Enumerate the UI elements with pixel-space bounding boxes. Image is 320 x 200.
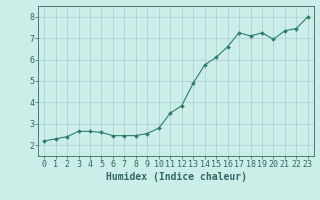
X-axis label: Humidex (Indice chaleur): Humidex (Indice chaleur)	[106, 172, 246, 182]
